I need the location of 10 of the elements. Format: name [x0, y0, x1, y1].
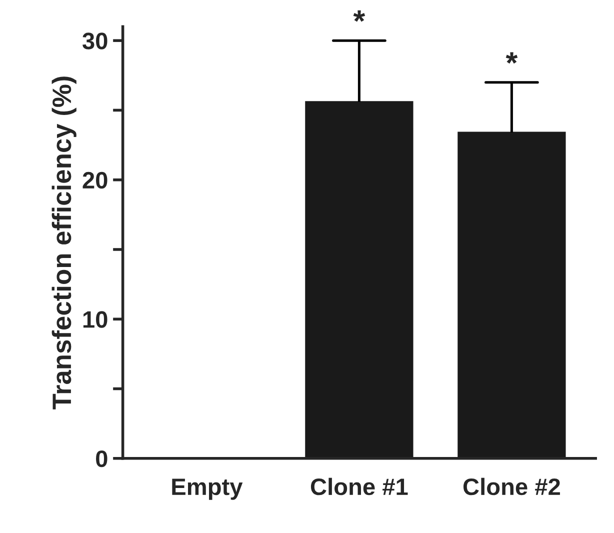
y-tick-label: 20	[82, 172, 108, 189]
annotation: *	[353, 10, 366, 22]
y-tick-label: 0	[96, 450, 108, 468]
y-tick-label: 30	[82, 32, 108, 50]
annotation: *	[506, 52, 518, 64]
x-tick-label: Clone #1	[310, 478, 408, 496]
y-tick-label: 10	[83, 311, 108, 328]
y-axis-title: Transfection efficiency (%)	[52, 76, 76, 410]
x-tick-label: Clone #2	[463, 478, 560, 496]
x-tick-label: Empty	[172, 478, 243, 500]
